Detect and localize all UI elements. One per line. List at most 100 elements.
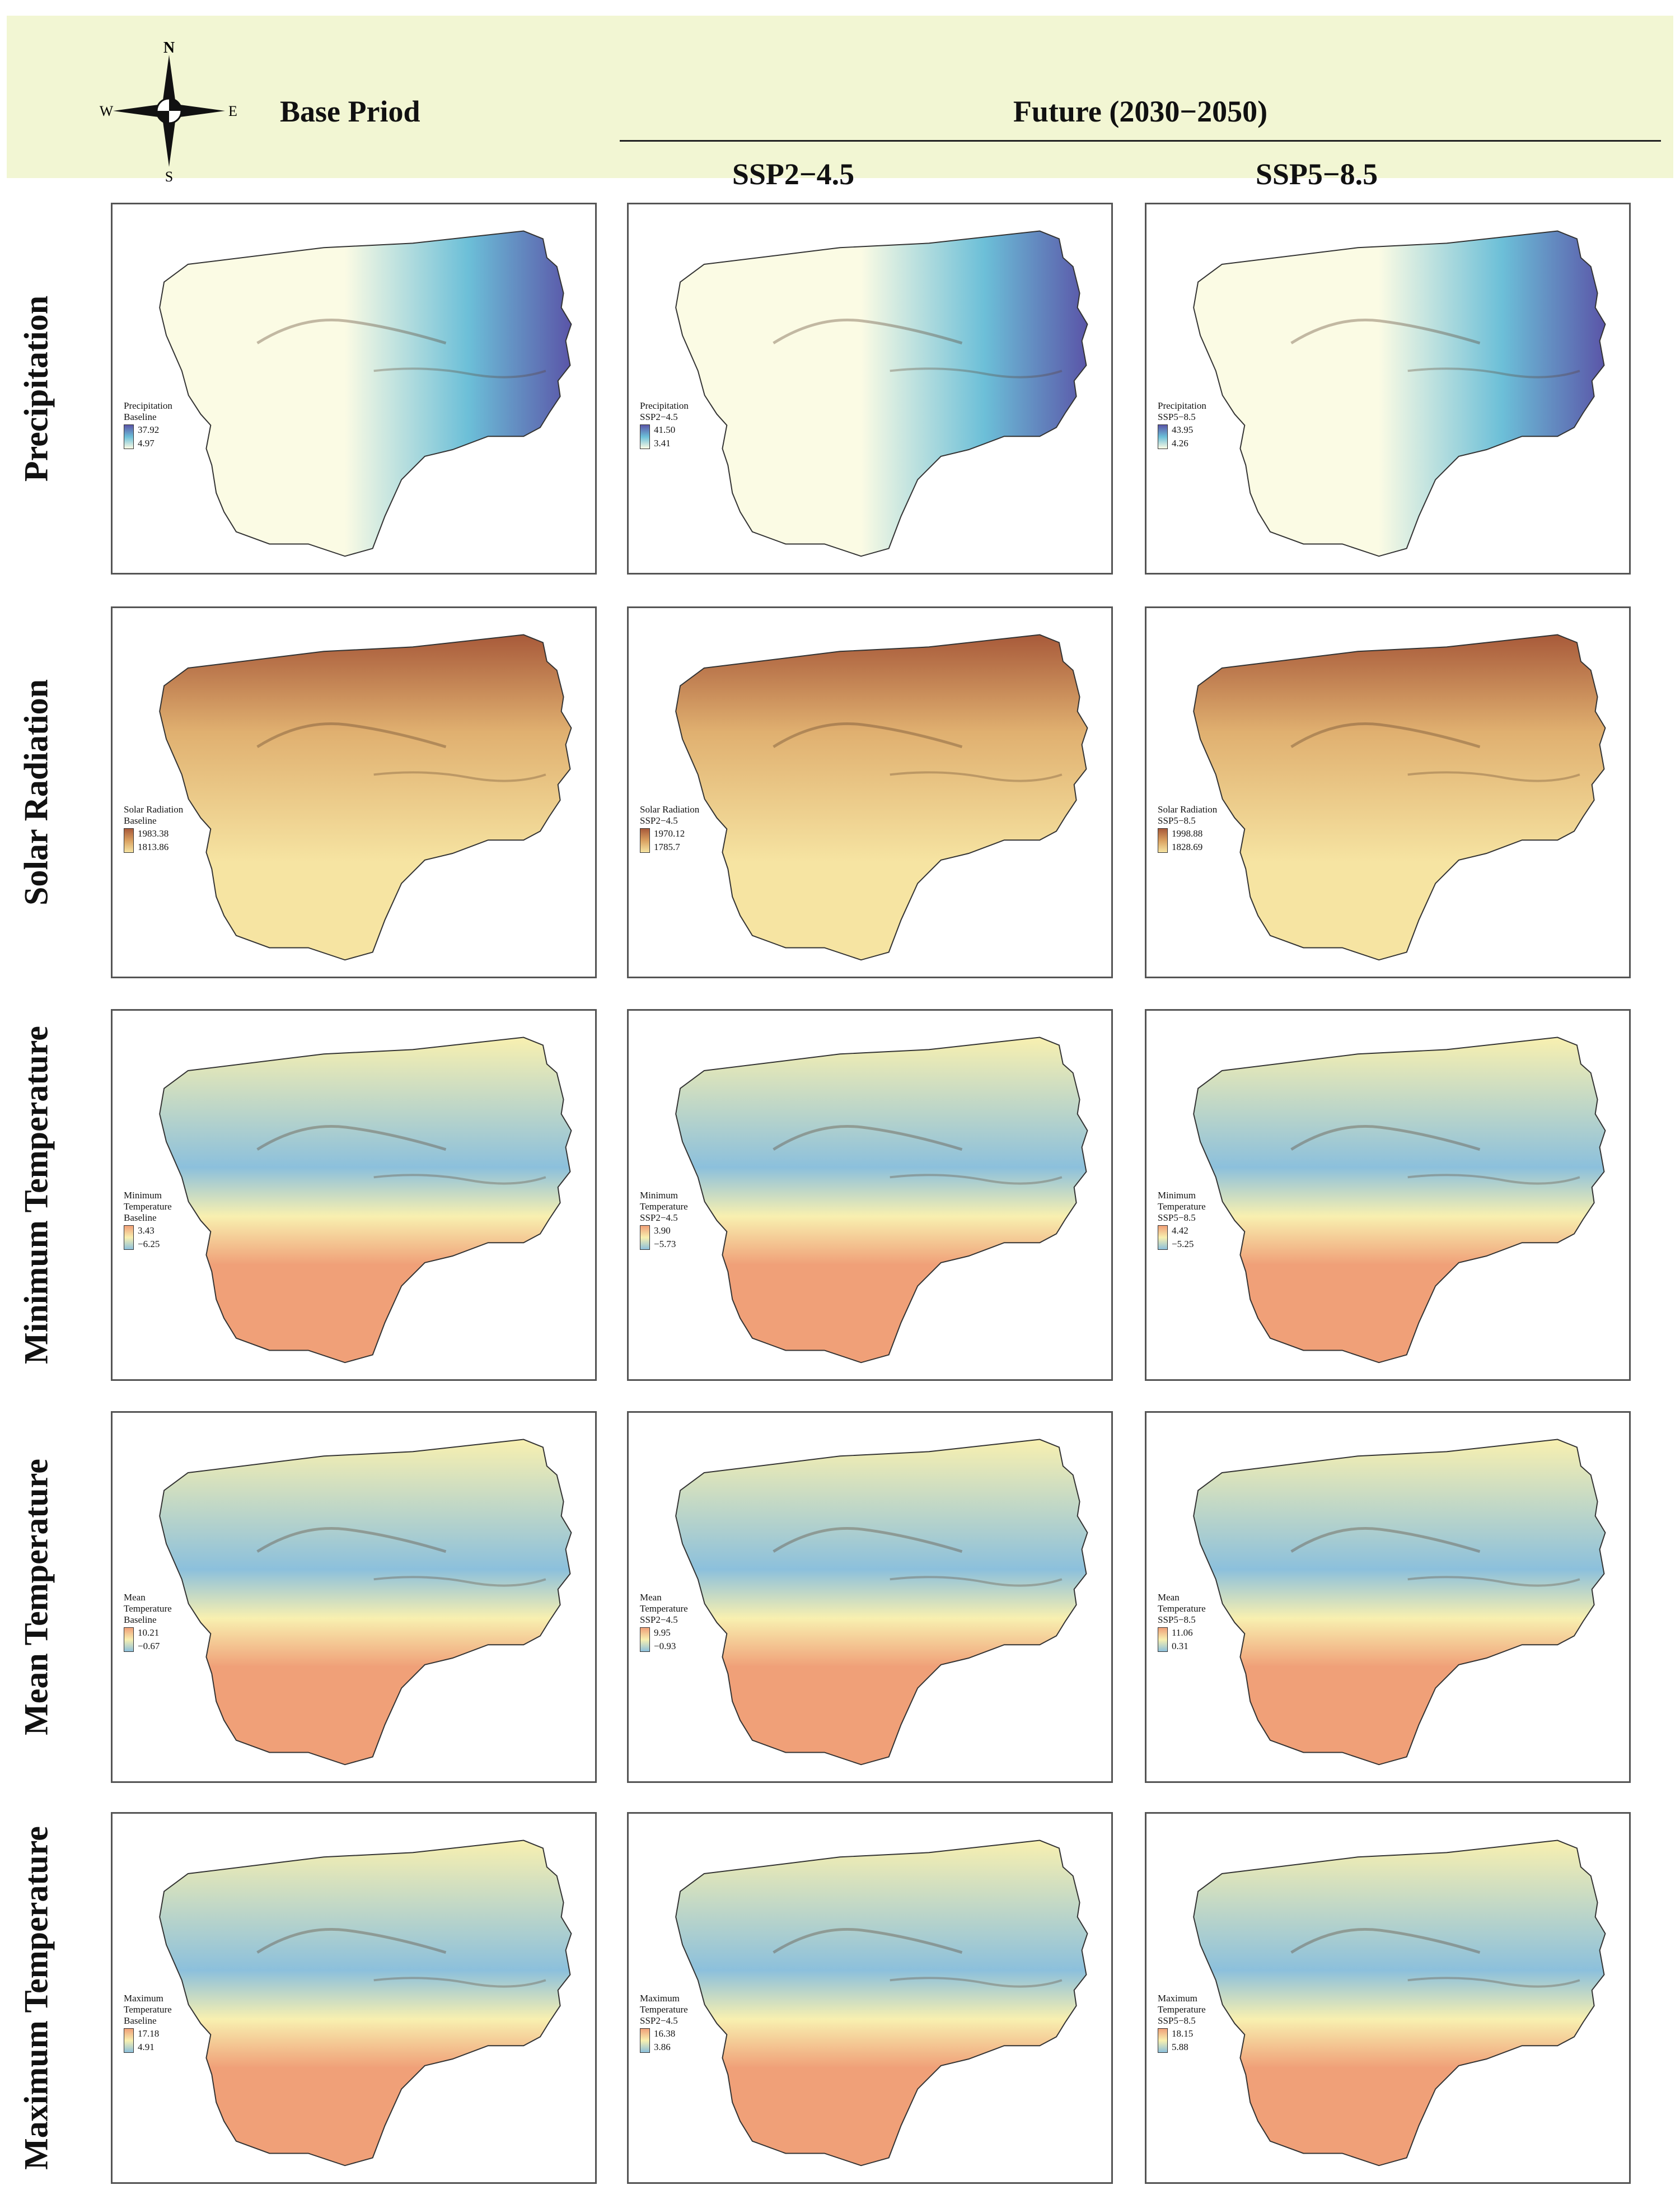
legend-color-ramp — [640, 1225, 650, 1250]
map-panel: Solar Radiation SSP2−4.5 1970.12 1785.7 — [627, 606, 1113, 978]
ridge-line — [890, 367, 1063, 379]
row-label-text: Maximum Temperature — [17, 1826, 55, 2170]
region-polygon — [675, 634, 1088, 961]
row-label-text: Precipitation — [17, 295, 55, 482]
legend-color-ramp — [640, 2028, 650, 2053]
legend-color-ramp — [1158, 828, 1168, 853]
legend-max-value: 18.15 — [1172, 2028, 1194, 2039]
legend-max-value: 43.95 — [1172, 424, 1194, 435]
map-legend: Mean Temperature Baseline 10.21 −0.67 — [124, 1592, 191, 1652]
legend-min-value: −0.93 — [654, 1641, 676, 1651]
ridge-line — [1290, 722, 1481, 749]
legend-scenario: Baseline — [124, 1212, 157, 1223]
legend-max-value: 9.95 — [654, 1627, 671, 1638]
ridge-line — [256, 722, 447, 749]
ridge-line — [773, 1928, 963, 1954]
map-legend: Minimum Temperature SSP2−4.5 3.90 −5.73 — [640, 1190, 707, 1250]
legend-scenario: Baseline — [124, 412, 157, 422]
legend-min-value: 0.31 — [1172, 1641, 1188, 1651]
map-legend: Mean Temperature SSP5−8.5 11.06 0.31 — [1158, 1592, 1225, 1652]
legend-color-ramp — [640, 1627, 650, 1652]
legend-min-value: 3.86 — [654, 2042, 671, 2052]
row-label-text: Minimum Temperature — [17, 1026, 55, 1364]
ridge-line — [256, 1527, 447, 1553]
study-area-map — [159, 634, 572, 961]
ssp585-heading: SSP5−8.5 — [1255, 157, 1378, 191]
ridge-line — [256, 1125, 447, 1151]
map-legend: Maximum Temperature SSP2−4.5 16.38 3.86 — [640, 1993, 707, 2053]
legend-title: Minimum Temperature — [640, 1190, 688, 1212]
row-label-text: Mean Temperature — [17, 1459, 55, 1735]
legend-min-value: 1828.69 — [1172, 842, 1203, 852]
ridge-line — [373, 771, 546, 782]
study-area-map — [159, 230, 572, 557]
ridge-line — [1407, 1977, 1580, 1988]
row-label-4: Maximum Temperature — [0, 1812, 73, 2184]
legend-color-ramp — [124, 828, 134, 853]
legend-title: Mean Temperature — [640, 1592, 688, 1614]
compass-e-label: E — [228, 103, 237, 119]
ridge-line — [1407, 367, 1580, 379]
region-polygon — [675, 1439, 1088, 1766]
region-polygon — [159, 1037, 572, 1364]
ssp245-heading: SSP2−4.5 — [732, 157, 855, 191]
region-polygon — [1193, 1037, 1606, 1364]
legend-min-value: 4.91 — [138, 2042, 155, 2052]
future-heading: Future (2030−2050) — [1013, 95, 1268, 128]
ridge-line — [373, 1576, 546, 1587]
compass-s-label: S — [165, 169, 173, 184]
legend-scenario: Baseline — [124, 815, 157, 826]
legend-scenario: SSP2−4.5 — [640, 1614, 678, 1625]
legend-min-value: 3.41 — [654, 438, 671, 449]
map-panel: Precipitation Baseline 37.92 4.97 — [111, 203, 597, 575]
ridge-line — [1407, 1174, 1580, 1185]
legend-max-value: 3.90 — [654, 1225, 671, 1236]
compass-w-label: W — [100, 103, 114, 119]
study-area-map — [675, 634, 1088, 961]
header-band: N S W E Base Priod Future (2030−2050) SS… — [7, 16, 1673, 191]
study-area-map — [1193, 1037, 1606, 1364]
legend-max-value: 1983.38 — [138, 828, 169, 839]
legend-scenario: Baseline — [124, 1614, 157, 1625]
legend-title: Maximum Temperature — [640, 1993, 688, 2015]
study-area-map — [159, 1037, 572, 1364]
study-area-map — [675, 1439, 1088, 1766]
ridge-line — [373, 367, 546, 379]
legend-title: Maximum Temperature — [124, 1993, 172, 2015]
ridge-line — [773, 1125, 963, 1151]
legend-max-value: 4.42 — [1172, 1225, 1188, 1236]
legend-color-ramp — [1158, 1627, 1168, 1652]
legend-min-value: −6.25 — [138, 1239, 160, 1249]
legend-title: Precipitation — [1158, 400, 1206, 411]
legend-scenario: SSP2−4.5 — [640, 2015, 678, 2026]
legend-scenario: SSP5−8.5 — [1158, 1614, 1196, 1625]
map-panel: Minimum Temperature Baseline 3.43 −6.25 — [111, 1009, 597, 1381]
region-polygon — [1193, 230, 1606, 557]
map-panel: Solar Radiation Baseline 1983.38 1813.86 — [111, 606, 597, 978]
legend-max-value: 1970.12 — [654, 828, 685, 839]
map-panel: Mean Temperature SSP2−4.5 9.95 −0.93 — [627, 1411, 1113, 1783]
ridge-line — [1290, 1527, 1481, 1553]
ridge-line — [256, 1928, 447, 1954]
study-area-map — [675, 1037, 1088, 1364]
map-legend: Maximum Temperature Baseline 17.18 4.91 — [124, 1993, 191, 2053]
legend-color-ramp — [1158, 424, 1168, 449]
legend-title: Solar Radiation — [640, 804, 700, 815]
study-area-map — [1193, 1839, 1606, 2167]
legend-min-value: 4.26 — [1172, 438, 1188, 449]
legend-max-value: 10.21 — [138, 1627, 160, 1638]
map-legend: Solar Radiation SSP2−4.5 1970.12 1785.7 — [640, 804, 699, 853]
legend-title: Mean Temperature — [124, 1592, 172, 1614]
legend-scenario: SSP5−8.5 — [1158, 1212, 1196, 1223]
map-panel: Solar Radiation SSP5−8.5 1998.88 1828.69 — [1145, 606, 1631, 978]
region-polygon — [159, 634, 572, 961]
compass-rose-icon: N S W E — [100, 39, 237, 184]
region-polygon — [159, 1839, 572, 2167]
map-panel: Precipitation SSP2−4.5 41.50 3.41 — [627, 203, 1113, 575]
map-panel: Maximum Temperature SSP2−4.5 16.38 3.86 — [627, 1812, 1113, 2184]
legend-max-value: 1998.88 — [1172, 828, 1203, 839]
legend-title: Minimum Temperature — [124, 1190, 172, 1212]
row-label-1: Solar Radiation — [0, 606, 73, 978]
legend-scenario: SSP2−4.5 — [640, 815, 678, 826]
legend-color-ramp — [640, 424, 650, 449]
